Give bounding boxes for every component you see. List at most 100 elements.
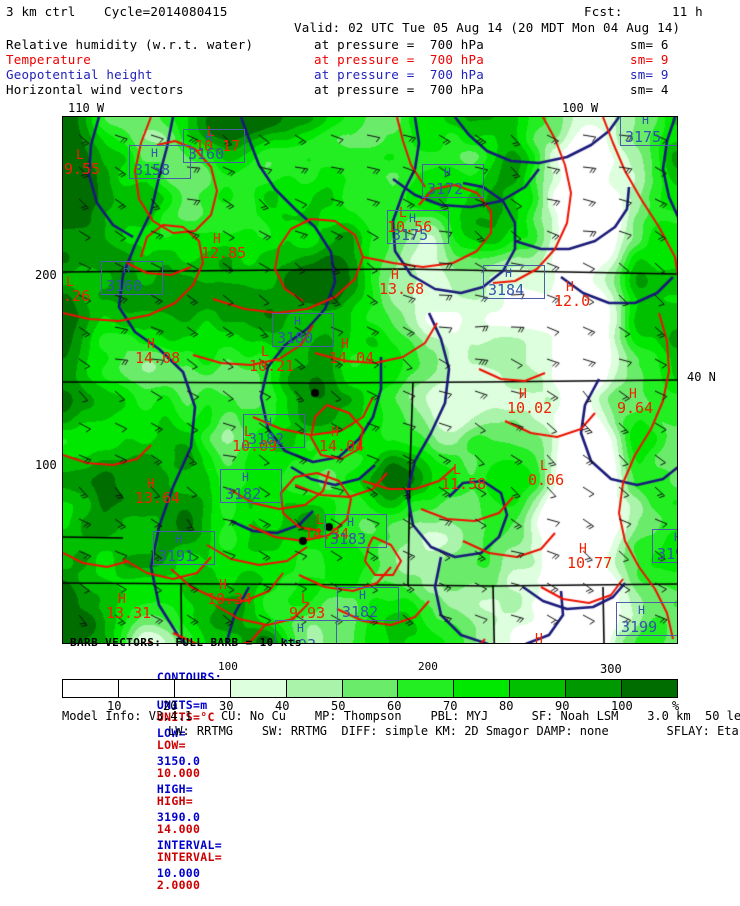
height-extremum-marker: H (409, 211, 416, 225)
temp-extremum-marker: H (147, 477, 155, 492)
temp-extremum-marker: L (261, 345, 269, 360)
field-smooth-temperature: sm= 9 (630, 52, 669, 67)
colorbar-segment-7 (454, 680, 511, 697)
temp-extremum-marker: H (147, 337, 155, 352)
temp-extremum-value: 14.04 (319, 437, 365, 455)
temp-extremum-marker: L (540, 459, 548, 474)
temp-extremum-marker: L (453, 463, 461, 478)
geopotential-height-label: 3175 (625, 128, 662, 146)
colorbar-segment-4 (286, 680, 343, 697)
geopotential-height-label: 3199 (621, 618, 658, 636)
field-name-relative-humidity: Relative humidity (w.r.t. water) (6, 37, 254, 52)
height-extremum-marker: H (444, 165, 451, 179)
colorbar-segment-0 (63, 680, 119, 697)
temp-extremum-marker: H (535, 632, 543, 644)
forecast-map[interactable]: L9.55L10.17H12.85L2.26L10.56H12.0H14.08L… (62, 116, 678, 644)
axis-overlap-100: 100 (218, 660, 238, 673)
colorbar-segment-3 (230, 680, 287, 697)
height-extremum-marker: H (175, 532, 182, 546)
height-label-box (153, 531, 215, 565)
colorbar-tick-90: 90 (555, 699, 570, 713)
height-label-box (275, 620, 337, 643)
field-smooth-relative-humidity: sm= 6 (630, 37, 669, 52)
temp-extremum-marker: H (331, 425, 339, 440)
height-label-box (220, 469, 282, 503)
geopotential-height-label: 3191 (158, 547, 195, 565)
geopotential-height-label: 3193 (280, 638, 316, 644)
height-label-box (483, 265, 545, 299)
temp-extremum-marker: H (629, 387, 637, 402)
height-extremum-marker: H (674, 531, 677, 544)
colorbar-tick-70: 70 (443, 699, 458, 713)
height-extremum-marker: H (205, 130, 212, 144)
temp-extremum-marker: L (316, 513, 324, 528)
geopotential-height-label: 3182 (248, 430, 285, 448)
geopotential-height-label: 3160 (188, 145, 225, 163)
temp-extremum-value: 11.58 (441, 475, 487, 493)
field-level-relative-humidity: at pressure = 700 hPa (314, 37, 484, 52)
forecast-chart-page: 3 km ctrl Cycle=2014080415 Fcst: 11 h Va… (6, 4, 740, 892)
temp-extremum-marker: L (207, 125, 215, 140)
height-label-box (652, 529, 677, 563)
height-extremum-marker: H (642, 116, 649, 127)
lon-label-110w: 110 W (68, 101, 105, 115)
height-extremum-marker: H (123, 262, 130, 276)
height-extremum-marker: H (505, 266, 512, 280)
height-extremum-marker: H (347, 515, 354, 529)
field-name-geopotential-height: Geopotential height (6, 67, 153, 82)
field-level-wind-vectors: at pressure = 700 hPa (314, 82, 484, 97)
height-extremum-marker: H (242, 470, 249, 484)
geopotential-height-label: 3180 (277, 329, 314, 347)
temp-extremum-value: 12.0 (554, 292, 591, 310)
field-name-temperature: Temperature (6, 52, 91, 67)
temp-extremum-marker: L (301, 592, 309, 607)
height-low-label: LOW= (156, 726, 186, 740)
valid-time: Valid: 02 UTC Tue 05 Aug 14 (20 MDT Mon … (294, 20, 681, 35)
temp-extremum-marker: H (341, 337, 349, 352)
temp-interval-label: INTERVAL= (156, 850, 222, 864)
field-smooth-wind-vectors: sm= 4 (630, 82, 669, 97)
run-label: 3 km ctrl (6, 4, 76, 19)
model-info-line-2: LW: RRTMG SW: RRTMG DIFF: simple KM: 2D … (168, 724, 739, 738)
temp-low-label: LOW= (156, 738, 186, 752)
height-label-box (183, 129, 245, 163)
geopotential-height-label: 3184 (488, 281, 525, 299)
geopotential-height-label: 3183 (330, 530, 367, 548)
colorbar-tick-30: 30 (219, 699, 234, 713)
temp-extremum-marker: H (219, 578, 227, 593)
colorbar-tick-20: 20 (163, 699, 178, 713)
colorbar-segment-5 (342, 680, 399, 697)
temp-high-value: 14.000 (156, 822, 201, 836)
temp-extremum-value: 13.68 (379, 280, 425, 298)
temp-high-label: HIGH= (156, 794, 194, 808)
temp-extremum-value: 10.56 (387, 218, 433, 236)
lat-label-200: 200 (35, 268, 57, 282)
fcst-value: 11 h (672, 4, 703, 19)
temp-extremum-value: 10.17 (195, 137, 241, 155)
temp-extremum-marker: H (391, 268, 399, 283)
colorbar-segment-8 (510, 680, 567, 697)
relative-humidity-colorbar[interactable] (62, 679, 678, 698)
height-label-box (272, 313, 334, 347)
lat-label-40n: 40 N (687, 370, 716, 384)
field-level-temperature: at pressure = 700 hPa (314, 52, 484, 67)
field-name-wind-vectors: Horizontal wind vectors (6, 82, 184, 97)
temp-extremum-marker: H (579, 542, 587, 557)
lat-label-100: 100 (35, 458, 57, 472)
temp-extremum-value: 10.34 (207, 590, 253, 608)
colorbar-tick-40: 40 (275, 699, 290, 713)
temp-extremum-value: 13.31 (106, 604, 152, 622)
height-extremum-marker: H (265, 415, 272, 429)
height-label-box (620, 117, 677, 146)
height-label-box (325, 514, 387, 548)
temp-units: UNITS=°C (156, 710, 215, 724)
height-extremum-marker: H (294, 314, 301, 328)
geopotential-height-label: 3175 (392, 226, 429, 244)
height-label-box (616, 602, 677, 636)
cycle-label: Cycle=2014080415 (104, 4, 228, 19)
colorbar-segment-10 (622, 680, 677, 697)
height-extremum-marker: H (638, 603, 645, 617)
temp-interval-value: 2.0000 (156, 878, 201, 892)
height-extremum-marker: H (151, 146, 158, 160)
temp-extremum-value: 9.64 (617, 399, 654, 417)
